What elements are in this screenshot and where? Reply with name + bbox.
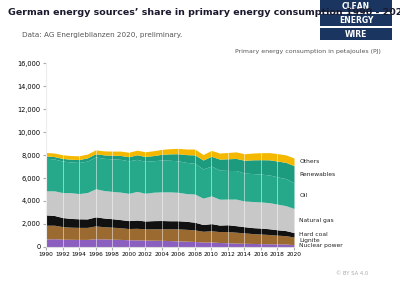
Text: Data: AG Energiebilanzen 2020, preliminary.: Data: AG Energiebilanzen 2020, prelimina… — [22, 32, 182, 38]
Text: Natural gas: Natural gas — [299, 218, 334, 223]
Text: Oil: Oil — [299, 193, 308, 198]
Text: Renewables: Renewables — [299, 172, 335, 177]
Text: Hard coal: Hard coal — [299, 232, 328, 237]
Text: Others: Others — [299, 159, 320, 164]
FancyBboxPatch shape — [320, 28, 392, 40]
FancyBboxPatch shape — [320, 0, 392, 12]
Text: Nuclear power: Nuclear power — [299, 243, 343, 248]
Text: German energy sources’ share in primary energy consumption 1990 - 2020.: German energy sources’ share in primary … — [8, 8, 400, 17]
Text: WIRE: WIRE — [345, 30, 367, 39]
Text: CLEAN: CLEAN — [342, 2, 370, 11]
Text: ENERGY: ENERGY — [339, 16, 373, 25]
FancyBboxPatch shape — [320, 14, 392, 26]
Text: Primary energy consumption in petajoules (PJ): Primary energy consumption in petajoules… — [235, 49, 381, 54]
Text: © BY SA 4.0: © BY SA 4.0 — [336, 271, 368, 276]
Text: Lignite: Lignite — [299, 238, 320, 243]
